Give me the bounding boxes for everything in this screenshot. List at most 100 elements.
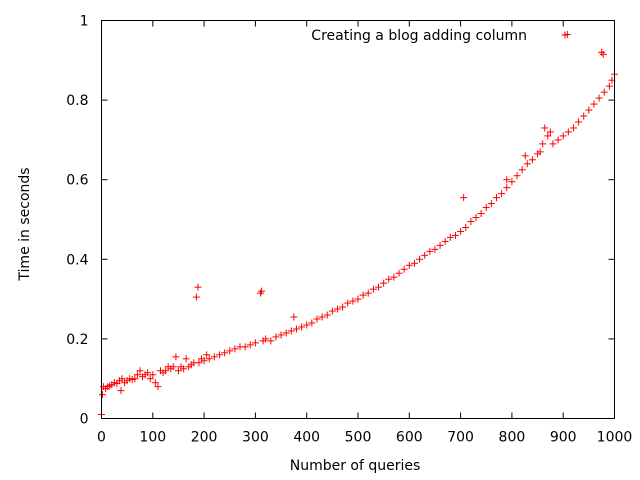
data-point <box>559 132 567 140</box>
data-point <box>460 194 468 202</box>
y-tick-label: 0 <box>80 412 89 428</box>
data-point <box>508 178 516 186</box>
data-point <box>333 305 341 313</box>
data-point <box>575 118 583 126</box>
data-point <box>564 128 572 136</box>
data-point <box>267 337 275 345</box>
data-point <box>200 357 208 365</box>
data-point <box>580 112 588 120</box>
data-point <box>421 251 429 259</box>
data-point <box>290 313 298 321</box>
data-point <box>493 194 501 202</box>
x-tick-label: 400 <box>293 430 320 446</box>
data-point <box>385 275 393 283</box>
x-tick-label: 100 <box>139 430 166 446</box>
legend-entry-label: Creating a blog adding column <box>311 28 527 44</box>
data-point <box>99 391 107 399</box>
data-point <box>172 353 180 361</box>
data-point <box>410 259 418 267</box>
data-point <box>585 106 593 114</box>
data-point <box>303 321 311 329</box>
data-point <box>395 269 403 277</box>
data-point <box>546 128 554 136</box>
data-point <box>282 329 290 337</box>
x-tick-label: 300 <box>242 430 269 446</box>
data-point <box>215 351 223 359</box>
data-point <box>441 237 449 245</box>
plot-frame <box>101 20 615 419</box>
data-point <box>146 375 154 383</box>
data-point <box>349 297 357 305</box>
data-point <box>328 307 336 315</box>
data-point <box>528 156 536 164</box>
data-point <box>390 273 398 281</box>
x-tick-label: 1000 <box>597 430 633 446</box>
data-point <box>118 375 126 383</box>
x-tick-label: 800 <box>499 430 526 446</box>
data-point <box>569 124 577 132</box>
data-point <box>482 204 490 212</box>
data-point <box>416 255 424 263</box>
data-point <box>287 327 295 335</box>
data-point <box>369 285 377 293</box>
data-point <box>221 349 229 357</box>
data-point <box>210 353 218 361</box>
data-point <box>477 210 485 218</box>
data-point <box>251 339 259 347</box>
data-point <box>446 233 454 241</box>
data-point <box>192 293 200 301</box>
x-tick-label: 0 <box>97 430 106 446</box>
data-point <box>503 184 511 192</box>
x-tick-label: 900 <box>550 430 577 446</box>
data-point <box>323 311 331 319</box>
data-point <box>144 369 152 377</box>
axis-ticks <box>101 20 615 419</box>
data-point <box>180 365 188 373</box>
data-point <box>292 325 300 333</box>
x-tick-label: 600 <box>396 430 423 446</box>
y-tick-labels: 0 0.2 0.4 0.6 0.8 1 <box>66 14 88 428</box>
y-tick-label: 0.4 <box>66 252 88 268</box>
data-point <box>364 289 372 297</box>
y-tick-label: 1 <box>80 14 89 30</box>
data-point <box>154 383 162 391</box>
legend: Creating a blog adding column <box>311 28 569 44</box>
data-point <box>131 375 139 383</box>
y-tick-label: 0.6 <box>66 173 88 189</box>
y-tick-label: 0.8 <box>66 93 88 109</box>
data-point <box>194 283 202 291</box>
data-point <box>554 136 562 144</box>
x-tick-label: 500 <box>345 430 372 446</box>
data-point <box>205 355 213 363</box>
data-point <box>549 140 557 148</box>
data-point <box>380 279 388 287</box>
data-point <box>298 323 306 331</box>
y-tick-label: 0.2 <box>66 332 88 348</box>
data-point <box>523 160 531 168</box>
data-point <box>536 148 544 156</box>
data-point <box>541 124 549 132</box>
data-point <box>426 247 434 255</box>
data-point <box>277 331 285 339</box>
data-point <box>117 387 125 395</box>
data-point <box>436 241 444 249</box>
x-tick-label: 700 <box>447 430 474 446</box>
data-point <box>539 140 547 148</box>
data-point <box>354 295 362 303</box>
data-point <box>544 132 552 140</box>
data-point <box>457 227 465 235</box>
data-point <box>375 283 383 291</box>
data-point <box>241 343 249 351</box>
data-point <box>359 291 367 299</box>
data-point <box>226 347 234 355</box>
data-point <box>467 217 475 225</box>
legend-marker <box>561 31 569 39</box>
data-point <box>195 359 203 367</box>
x-tick-labels: 0 100 200 300 400 500 600 700 800 900 1000 <box>97 430 632 446</box>
data-point <box>462 223 470 231</box>
data-point <box>272 333 280 341</box>
data-point <box>518 166 526 174</box>
data-point <box>344 299 352 307</box>
data-point <box>169 363 177 371</box>
